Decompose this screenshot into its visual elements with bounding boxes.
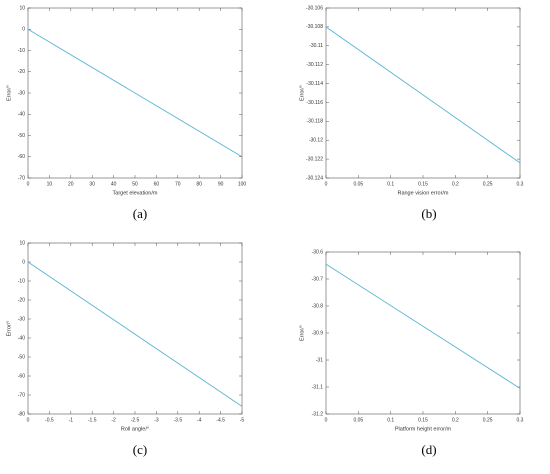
y-tick-label: -30.116 xyxy=(306,100,323,106)
y-tick-label: -80 xyxy=(18,411,25,417)
y-tick-label: -40 xyxy=(18,112,25,118)
x-tick-label: 40 xyxy=(111,181,117,187)
y-tick-label: -30.114 xyxy=(306,81,323,87)
y-tick-label: 10 xyxy=(19,5,25,11)
x-tick-label: 30 xyxy=(89,181,95,187)
y-tick-label: -60 xyxy=(18,373,25,379)
x-tick-label: 0 xyxy=(27,181,30,187)
y-tick-label: -30.122 xyxy=(306,156,323,162)
x-tick-label: 0.1 xyxy=(387,417,394,423)
x-tick-label: 70 xyxy=(175,181,181,187)
data-line xyxy=(325,263,521,389)
caption: (c) xyxy=(133,442,147,457)
y-tick-label: -30.108 xyxy=(306,24,323,30)
y-tick-label: -31 xyxy=(316,357,323,363)
y-tick-label: -31.2 xyxy=(312,411,324,417)
y-axis-label: Error/° xyxy=(299,85,305,101)
y-tick-label: -20 xyxy=(18,69,25,75)
y-tick-label: -10 xyxy=(18,278,25,284)
chart-panel: 0 0.05 0.1 0.15 0.2 0.25 0.3 -30.6 -30.7 -30.8 -30… xyxy=(299,249,523,457)
x-tick-label: 90 xyxy=(218,181,224,187)
x-tick-label: 0 xyxy=(325,181,328,187)
x-tick-label: -4.5 xyxy=(216,417,225,423)
caption: (b) xyxy=(421,206,436,221)
x-tick-label: -2.5 xyxy=(131,417,140,423)
x-tick-label: -3 xyxy=(154,417,159,423)
chart-panel: 0 10 20 30 40 50 60 70 80 90 100100-10-20-30-40-50… xyxy=(6,5,246,221)
x-tick-label: 0.25 xyxy=(483,417,493,423)
y-tick-label: 0 xyxy=(22,27,25,33)
y-tick-label: -50 xyxy=(18,354,25,360)
caption: (d) xyxy=(421,442,436,457)
x-tick-label: 0.15 xyxy=(418,417,428,423)
x-tick-label: -1 xyxy=(69,417,74,423)
y-tick-label: 10 xyxy=(19,240,25,246)
x-axis-label: Target elevation/m xyxy=(113,190,158,196)
chart-panel: 0 -0.5 -1 -1.5 -2 -2.5 -3 -3.5 -4 -4.5 -5 10 0 -10 -20… xyxy=(6,240,244,457)
x-tick-label: 0.1 xyxy=(387,181,394,187)
x-tick-label: 0.3 xyxy=(517,417,524,423)
x-axis-label: Range vision error/m xyxy=(397,190,448,196)
y-tick-label: -40 xyxy=(18,335,25,341)
y-tick-label: -30.124 xyxy=(306,175,323,181)
y-tick-label: -60 xyxy=(18,154,25,160)
y-axis-label: Error/° xyxy=(6,321,12,337)
plot-frame xyxy=(325,7,521,179)
y-tick-label: -30.112 xyxy=(306,62,323,68)
y-tick-label: -30.8 xyxy=(312,303,324,309)
x-tick-label: 50 xyxy=(132,181,138,187)
data-line xyxy=(27,261,243,407)
y-tick-label: -70 xyxy=(18,392,25,398)
y-axis-label: Error/° xyxy=(299,325,305,341)
y-tick-label: -50 xyxy=(18,133,25,139)
x-tick-label: 0.05 xyxy=(353,181,363,187)
y-tick-label: -20 xyxy=(18,297,25,303)
y-tick-label: 0 xyxy=(22,259,25,265)
x-tick-label: 0.05 xyxy=(353,417,363,423)
x-tick-label: 0.25 xyxy=(483,181,493,187)
y-tick-label: -30.118 xyxy=(306,119,323,125)
x-tick-label: 0.3 xyxy=(517,181,524,187)
data-line xyxy=(325,26,521,164)
x-tick-label: 100 xyxy=(238,181,247,187)
y-tick-label: -30.11 xyxy=(309,43,323,49)
x-tick-label: 0.2 xyxy=(452,417,459,423)
x-tick-label: -3.5 xyxy=(173,417,182,423)
x-axis-label: Platform height error/m xyxy=(395,426,452,432)
x-tick-label: 0 xyxy=(325,417,328,423)
y-tick-label: -30.12 xyxy=(309,138,323,144)
y-tick-label: -31.1 xyxy=(312,384,324,390)
x-tick-label: -4 xyxy=(197,417,202,423)
data-line xyxy=(27,28,243,158)
y-tick-label: -10 xyxy=(18,48,25,54)
y-tick-label: -30.7 xyxy=(312,276,324,282)
y-tick-label: -30.106 xyxy=(306,5,323,11)
y-tick-label: -30.9 xyxy=(312,330,324,336)
plot-frame xyxy=(325,251,521,415)
y-tick-label: -70 xyxy=(18,175,25,181)
x-tick-label: 0.15 xyxy=(418,181,428,187)
chart-panel: 0 0.05 0.1 0.15 0.2 0.25 0.3 -30.106 -30.108 -30.… xyxy=(299,5,523,221)
y-tick-label: -30.6 xyxy=(312,249,324,255)
x-axis-label: Roll angle/° xyxy=(121,426,149,432)
x-tick-label: -0.5 xyxy=(45,417,54,423)
y-axis-label: Error/° xyxy=(6,85,12,101)
x-tick-label: 0 xyxy=(27,417,30,423)
x-tick-label: 80 xyxy=(196,181,202,187)
x-tick-label: -5 xyxy=(240,417,245,423)
plot-frame xyxy=(27,242,243,415)
x-tick-label: 0.2 xyxy=(452,181,459,187)
x-tick-label: 20 xyxy=(68,181,74,187)
x-tick-label: 10 xyxy=(47,181,53,187)
caption: (a) xyxy=(133,206,147,221)
x-tick-label: -1.5 xyxy=(88,417,97,423)
y-tick-label: -30 xyxy=(18,316,25,322)
x-tick-label: -2 xyxy=(111,417,116,423)
x-tick-label: 60 xyxy=(154,181,160,187)
y-tick-label: -30 xyxy=(18,90,25,96)
